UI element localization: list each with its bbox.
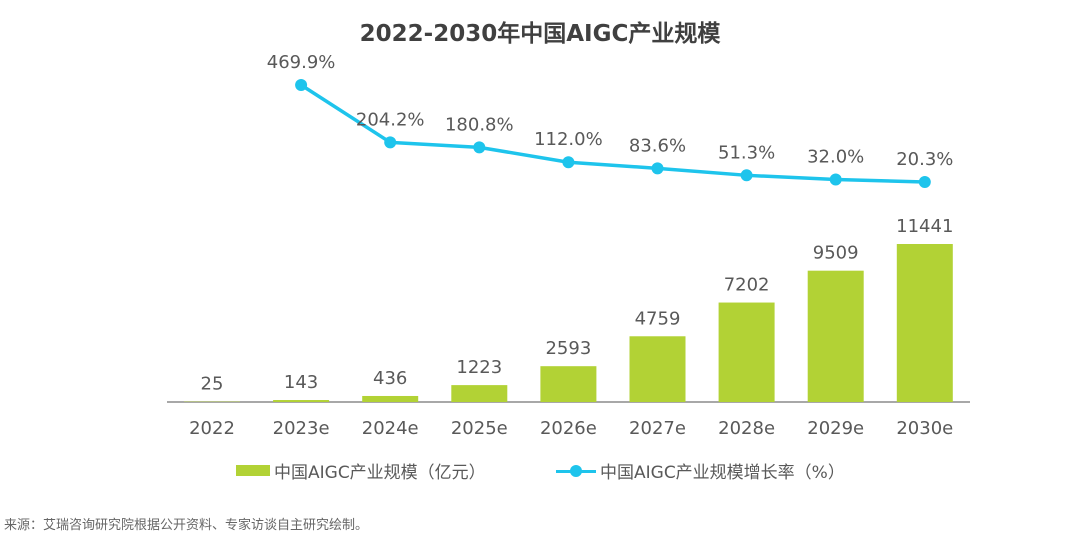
legend-bar-label: 中国AIGC产业规模（亿元） — [274, 463, 486, 483]
bar — [718, 302, 775, 402]
x-tick-label: 2029e — [807, 418, 864, 439]
bar-value-label: 4759 — [635, 308, 681, 329]
chart-title: 2022-2030年中国AIGC产业规模 — [359, 21, 721, 47]
growth-point — [295, 79, 308, 91]
x-tick-label: 2025e — [451, 418, 508, 439]
growth-point — [829, 173, 842, 186]
bar-value-label: 9509 — [813, 243, 859, 264]
growth-point — [651, 162, 664, 175]
bar-value-label: 1223 — [456, 357, 502, 378]
bar-value-label: 436 — [373, 368, 407, 389]
bar — [273, 400, 330, 402]
growth-value-label: 32.0% — [807, 146, 864, 167]
growth-point — [384, 136, 397, 149]
x-tick-label: 2030e — [896, 418, 953, 439]
growth-point — [562, 156, 575, 169]
bar-value-label: 11441 — [896, 216, 953, 237]
bar — [362, 395, 419, 402]
bar — [807, 270, 864, 402]
growth-value-label: 469.9% — [267, 52, 336, 73]
bar — [451, 385, 508, 402]
growth-value-label: 112.0% — [534, 129, 603, 150]
growth-point — [918, 176, 931, 188]
x-tick-label: 2027e — [629, 418, 686, 439]
legend-line-swatch — [556, 464, 596, 478]
growth-value-label: 83.6% — [629, 135, 686, 156]
growth-point — [740, 169, 753, 182]
growth-value-label: 51.3% — [718, 142, 775, 163]
x-tick-label: 2023e — [273, 418, 330, 439]
x-tick-label: 2028e — [718, 418, 775, 439]
growth-point — [473, 141, 486, 154]
bar — [540, 366, 597, 402]
growth-value-label: 180.8% — [445, 114, 514, 135]
bar-value-label: 25 — [201, 374, 224, 395]
source-note: 来源：艾瑞咨询研究院根据公开资料、专家访谈自主研究绘制。 — [4, 518, 369, 533]
x-tick-label: 2026e — [540, 418, 597, 439]
x-tick-label: 2024e — [362, 418, 419, 439]
growth-line — [300, 83, 925, 184]
legend-line-label: 中国AIGC产业规模增长率（%） — [600, 463, 845, 483]
growth-value-label: 20.3% — [896, 149, 953, 170]
bar-value-label: 143 — [284, 372, 318, 393]
x-tick-label: 2022 — [189, 418, 235, 439]
bar — [896, 244, 953, 402]
bar-value-label: 2593 — [545, 338, 591, 359]
legend-item-line: 中国AIGC产业规模增长率（%） — [556, 458, 845, 483]
legend-bar-swatch — [236, 465, 270, 476]
legend-item-bar: 中国AIGC产业规模（亿元） — [236, 458, 486, 483]
growth-value-label: 204.2% — [356, 109, 425, 130]
bar — [629, 336, 686, 402]
bar-value-label: 7202 — [724, 275, 770, 296]
